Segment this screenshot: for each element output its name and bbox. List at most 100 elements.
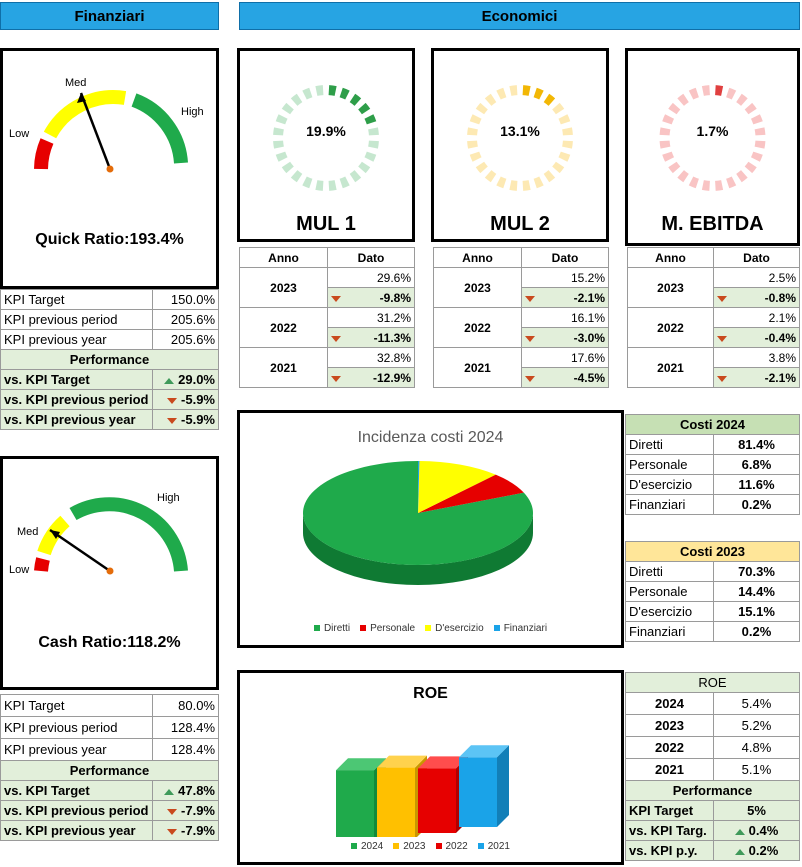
roe-value: 4.8% <box>713 736 800 759</box>
ring-segment <box>533 176 544 189</box>
value-cell: 2.1% <box>713 307 800 328</box>
cost-value: 81.4% <box>713 434 800 455</box>
ring-segment <box>552 161 565 174</box>
pie-slice-finanziari <box>418 461 420 513</box>
perf-value: 0.2% <box>748 843 779 858</box>
cost-label: Finanziari <box>625 494 714 515</box>
down-triangle-icon <box>167 417 178 424</box>
legend-item: 2024 <box>351 841 383 852</box>
gauge-med-label: Med <box>17 526 38 538</box>
delta-cell: -3.0% <box>573 330 605 345</box>
down-triangle-icon <box>167 828 178 835</box>
cost-label: D'esercizio <box>625 474 714 495</box>
perf-value: -5.9% <box>181 392 215 407</box>
ring-segment <box>701 85 711 96</box>
ring-segment <box>688 176 699 189</box>
kpi-value: 150.0% <box>151 289 219 310</box>
ring-segment <box>659 127 671 136</box>
costi-2023-table: Costi 2023 Diretti 70.3% Personale 14.4% D… <box>625 541 800 642</box>
mul2-title: MUL 2 <box>490 213 550 235</box>
ring-segment <box>562 140 573 149</box>
ring-segment <box>522 180 531 191</box>
kpi-label: KPI Target <box>0 694 153 717</box>
gauge-med-label: Med <box>65 77 86 89</box>
up-triangle-icon <box>164 377 175 384</box>
cost-label: Personale <box>625 581 714 602</box>
pie-slice-personale <box>418 474 524 513</box>
roe-year: 2022 <box>625 736 714 759</box>
kpi-label: KPI previous year <box>0 738 153 761</box>
ring-segment <box>368 140 379 149</box>
col-dato: Dato <box>521 247 609 268</box>
year-cell: 2022 <box>627 307 714 348</box>
roe-bar-chart <box>336 745 509 837</box>
perf-label: vs. KPI previous year <box>0 409 153 430</box>
value-cell: 2.5% <box>713 267 800 288</box>
kpi-value: 128.4% <box>151 738 219 761</box>
ring-segment <box>558 114 571 125</box>
performance-header: Performance <box>0 349 219 370</box>
year-cell: 2021 <box>433 347 522 388</box>
cost-value: 15.1% <box>713 601 800 622</box>
ring-segment <box>475 161 488 174</box>
down-triangle-icon <box>717 335 727 342</box>
ring-segment <box>677 170 689 183</box>
performance-header: Performance <box>625 780 800 801</box>
up-triangle-icon <box>164 788 175 795</box>
roe-chart-card: ROE 2024 2023 2022 2021 <box>237 670 624 865</box>
mul1-title: MUL 1 <box>296 213 356 235</box>
year-cell: 2023 <box>433 267 522 308</box>
ring-segment <box>509 180 518 191</box>
ebitda-year-table: Anno Dato 2023 2.5% -0.8% 2022 2.1% -0.4% 2… <box>627 247 800 388</box>
cost-value: 14.4% <box>713 581 800 602</box>
roe-chart-title: ROE <box>413 685 448 702</box>
kpi-value: 128.4% <box>151 716 219 739</box>
ring-segment <box>339 87 350 100</box>
ring-segment <box>469 151 482 162</box>
section-header-finanziari: Finanziari <box>0 2 219 30</box>
value-cell: 3.8% <box>713 347 800 368</box>
ring-segment <box>275 114 288 125</box>
value-cell: 32.8% <box>327 347 415 368</box>
ring-segment <box>358 102 371 115</box>
gauge-high-label: High <box>157 492 180 504</box>
ring-segment <box>467 127 478 136</box>
cost-label: Personale <box>625 454 714 475</box>
up-triangle-icon <box>734 828 745 835</box>
quick-ratio-gauge-card: Low Med High Quick Ratio:193.4% <box>0 48 219 289</box>
kpi-label: KPI previous year <box>0 329 153 350</box>
ring-segment <box>701 180 711 191</box>
ring-segment <box>552 102 565 115</box>
legend-item: Finanziari <box>493 623 547 634</box>
ring-segment <box>558 151 571 162</box>
value-cell: 16.1% <box>521 307 609 328</box>
value-cell: 15.2% <box>521 267 609 288</box>
quick-ratio-gauge: Low Med High <box>9 77 204 173</box>
ring-segment <box>726 87 737 100</box>
performance-header: Performance <box>0 760 219 781</box>
legend-item: Diretti <box>313 623 350 634</box>
gauge-low-label: Low <box>9 564 29 576</box>
year-cell: 2022 <box>239 307 328 348</box>
legend-item: Personale <box>360 623 415 634</box>
ring-segment <box>750 151 763 162</box>
ring-segment <box>273 127 284 136</box>
ring-segment <box>281 102 294 115</box>
ring-segment <box>328 180 337 191</box>
ring-segment <box>754 140 766 149</box>
ring-segment <box>339 176 350 189</box>
legend-item: 2022 <box>435 841 468 852</box>
delta-cell: -0.8% <box>764 290 796 305</box>
cost-value: 0.2% <box>713 621 800 642</box>
roe-value: 5.4% <box>713 692 800 715</box>
section-header-economici: Economici <box>239 2 800 30</box>
down-triangle-icon <box>167 808 178 815</box>
ring-segment <box>736 170 748 183</box>
value-cell: 17.6% <box>521 347 609 368</box>
down-triangle-icon <box>717 375 727 382</box>
quick-ratio-title: Quick Ratio:193.4% <box>35 231 184 248</box>
ring-segment <box>543 170 556 183</box>
year-cell: 2021 <box>239 347 328 388</box>
ring-segment <box>714 85 724 96</box>
up-triangle-icon <box>734 848 745 855</box>
